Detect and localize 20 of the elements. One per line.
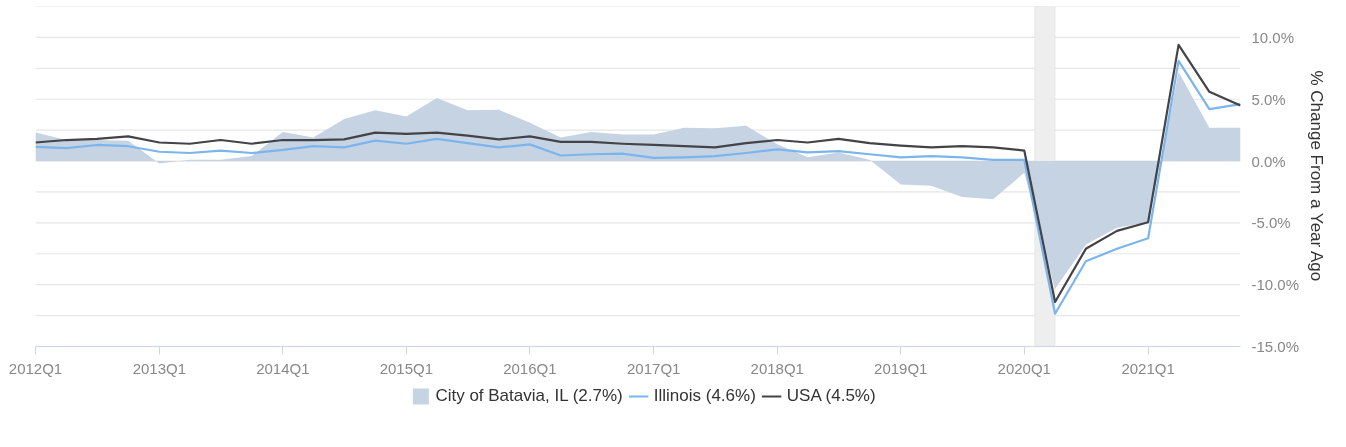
x-tick-label: 2020Q1: [997, 359, 1051, 377]
x-tick-label: 2015Q1: [379, 359, 434, 377]
legend-label: USA (4.5%): [786, 386, 876, 406]
x-tick-label: 2012Q1: [8, 359, 63, 377]
x-tick-label: 2014Q1: [256, 359, 310, 377]
y-tick-label: -5.0%: [1251, 214, 1291, 232]
y-axis-title: % Change From a Year Ago: [1307, 70, 1327, 282]
y-tick-label: -15.0%: [1251, 338, 1300, 355]
y-tick-label: -10.0%: [1251, 276, 1300, 294]
legend-label: City of Batavia, IL (2.7%): [435, 386, 623, 406]
x-tick-label: 2017Q1: [627, 359, 681, 377]
x-tick-label: 2019Q1: [874, 359, 928, 377]
x-tick-label: 2016Q1: [503, 359, 557, 377]
x-tick-label: 2021Q1: [1121, 359, 1175, 377]
y-tick-label: 5.0%: [1251, 90, 1286, 108]
y-tick-label: 0.0%: [1251, 152, 1286, 170]
y-tick-label: 10.0%: [1251, 28, 1295, 46]
legend-label: Illinois (4.6%): [653, 386, 756, 406]
x-tick-label: 2018Q1: [750, 359, 804, 377]
x-tick-label: 2013Q1: [132, 359, 187, 377]
